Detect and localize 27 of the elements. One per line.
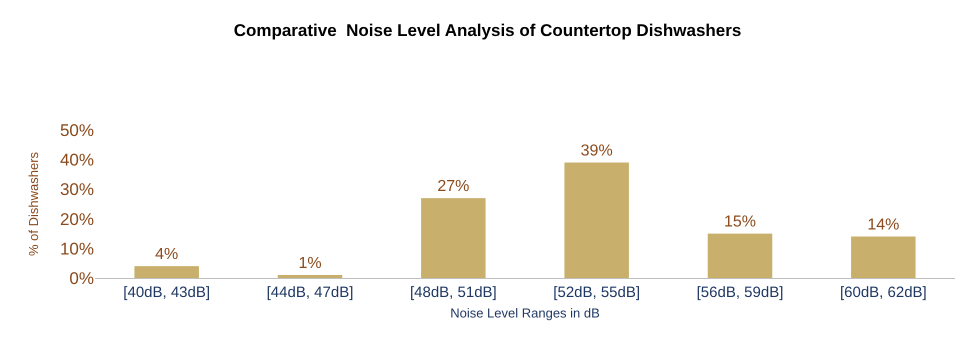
chart-title: Comparative Noise Level Analysis of Countertop Dishwashers (234, 21, 742, 40)
y-tick-label: 0% (69, 268, 94, 288)
bar (134, 266, 199, 278)
x-tick-label: [52dB, 55dB] (553, 284, 640, 301)
data-label: 1% (298, 255, 322, 272)
bar (278, 275, 342, 278)
bar (708, 234, 772, 278)
y-tick-label: 20% (60, 210, 94, 229)
y-tick-label: 50% (60, 120, 94, 140)
data-label: 39% (580, 142, 613, 160)
x-tick-label: [56dB, 59dB] (696, 284, 784, 301)
y-tick-label: 30% (60, 180, 94, 200)
data-label: 15% (724, 214, 756, 231)
data-label: 4% (155, 246, 178, 264)
data-label: 14% (867, 216, 900, 234)
bar (421, 198, 486, 278)
bar (851, 236, 916, 278)
x-tick-label: [48dB, 51dB] (410, 284, 497, 301)
x-axis-title: Noise Level Ranges in dB (450, 306, 600, 321)
y-tick-label: 10% (60, 239, 94, 258)
data-label: 27% (437, 178, 470, 196)
x-tick-label: [44dB, 47dB] (266, 284, 354, 301)
y-tick-label: 40% (60, 150, 94, 170)
y-axis-title: % of Dishwashers (26, 151, 41, 256)
x-tick-label: [60dB, 62dB] (840, 284, 927, 301)
x-tick-label: [40dB, 43dB] (123, 284, 210, 301)
bar (564, 162, 629, 278)
